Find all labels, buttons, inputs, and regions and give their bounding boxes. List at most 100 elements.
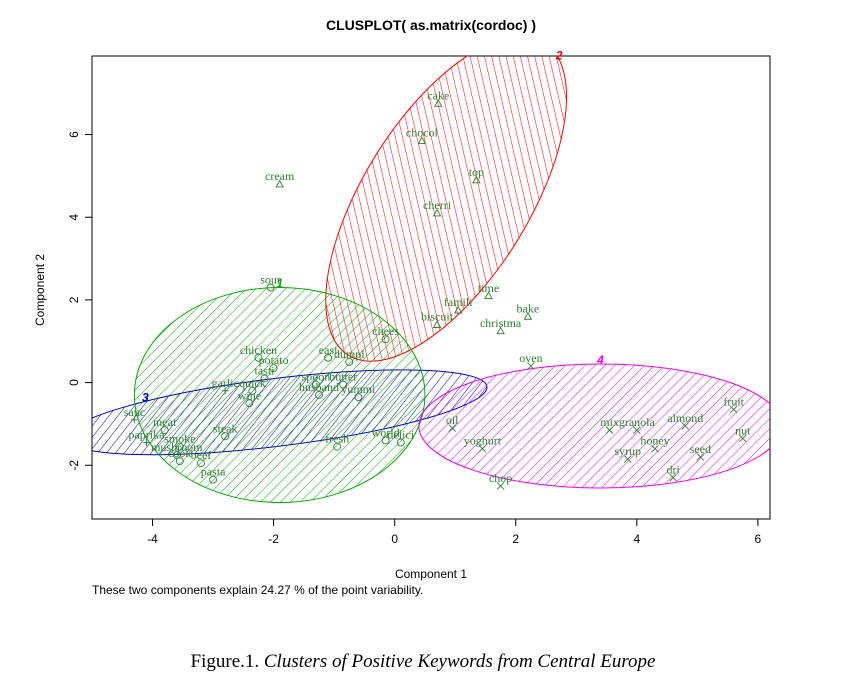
point-label-pasta: pasta (201, 465, 226, 479)
point-marker-world (381, 436, 390, 445)
point-marker-christma (496, 326, 505, 335)
point-marker-delici (396, 438, 405, 447)
point-label-paprika: paprika (128, 428, 165, 442)
y-tick-label: 6 (67, 131, 81, 138)
point-label-biscuit: biscuit (421, 310, 454, 324)
clusters-group (92, 56, 770, 503)
plot-area: -4 -2 0 2 4 6 -2 0 2 4 6 2 3 1 4 cake chocol cream top cher… (67, 49, 771, 546)
point-label-chop: chop (489, 471, 512, 485)
point-label-husband: husband (299, 380, 339, 394)
point-marker-paprika (142, 439, 150, 447)
point-marker-chees (381, 335, 390, 344)
point-marker-oven (527, 362, 535, 370)
point-label-honey: honey (640, 434, 669, 448)
point-marker-mushroom (172, 450, 181, 459)
point-marker-cook (175, 457, 184, 466)
y-tick-label: 4 (67, 214, 81, 221)
point-label-top: top (469, 165, 484, 179)
y-tick-label: -2 (67, 460, 81, 471)
x-tick-label: 2 (512, 532, 519, 546)
point-marker-sauc (130, 416, 138, 424)
point-marker-nut (738, 434, 747, 443)
point-label-cook: cook (168, 446, 191, 460)
point-label-christma: christma (480, 316, 522, 330)
x-tick-label: 6 (755, 532, 762, 546)
clusplot-figure: CLUSPLOT( as.matrix(cordoc) ) -4 -2 0 2 4 6 -2… (33, 17, 771, 581)
point-label-delici: delici (387, 428, 414, 442)
point-label-nut: nut (735, 423, 751, 437)
point-marker-top (472, 175, 481, 184)
caption-text: Clusters of Positive Keywords from Centr… (263, 651, 656, 672)
point-marker-tasti (260, 374, 269, 383)
point-label-oven: oven (519, 351, 542, 365)
x-tick-label: 0 (391, 532, 398, 546)
caption-prefix: Figure.1. (190, 651, 264, 672)
y-axis-label: Component 2 (33, 254, 47, 326)
point-label-spoon: spoon (302, 370, 331, 384)
point-marker-butter (339, 380, 348, 389)
point-label-steak: steak (213, 421, 238, 435)
point-label-fruit: fruit (723, 394, 744, 408)
cluster-label-1: 1 (276, 277, 283, 291)
point-marker-potato (269, 364, 278, 373)
point-marker-biscuit (432, 320, 442, 328)
figure-caption: Figure.1. Clusters of Positive Keywords … (0, 651, 846, 673)
point-label-potato: potato (259, 353, 289, 367)
point-marker-chop (496, 482, 505, 490)
point-label-easi: easi (319, 343, 338, 357)
point-label-chocol: chocol (406, 126, 439, 140)
point-marker-chocol (417, 136, 427, 144)
point-marker-time (484, 291, 493, 300)
point-label-mushroom: mushroom (151, 440, 203, 454)
cluster-label-3: 3 (142, 390, 149, 404)
point-marker-famili (453, 305, 463, 314)
point-marker-granola (633, 426, 641, 434)
cluster-ellipse-1 (133, 287, 426, 503)
point-marker-chicken (254, 353, 263, 362)
point-marker-spoon (312, 380, 320, 389)
point-marker-wine (245, 399, 254, 408)
point-marker-seed (696, 453, 705, 461)
point-label-mix: mix (600, 415, 619, 429)
variability-note: These two components explain 24.27 % of … (92, 583, 424, 597)
cluster-label-4: 4 (596, 353, 604, 367)
point-label-tasti: tasti (255, 363, 276, 377)
point-marker-beef (197, 459, 205, 468)
point-label-almond: almond (667, 411, 703, 425)
point-marker-oil (448, 424, 457, 432)
plot-frame (91, 55, 771, 520)
point-marker-almond (681, 422, 690, 430)
point-marker-yoghurt (478, 444, 487, 453)
point-label-time: time (478, 281, 499, 295)
point-marker-cake (433, 99, 443, 107)
point-label-syrup: syrup (614, 444, 641, 458)
point-label-seed: seed (690, 442, 711, 456)
point-label-chicken: chicken (240, 343, 277, 357)
point-marker-easi (324, 353, 333, 362)
cluster-ellipse-4 (418, 363, 770, 489)
point-label-meat: meat (153, 415, 177, 429)
point-marker-pasta (209, 475, 218, 484)
point-label-granola: granola (619, 415, 656, 429)
point-marker-steak (221, 432, 230, 441)
y-tick-label: 2 (67, 296, 81, 303)
point-label-oil: oil (446, 413, 459, 427)
cluster-label-2: 2 (555, 49, 563, 63)
point-marker-yummi (354, 393, 363, 401)
y-tick-label: 0 (67, 379, 81, 386)
chart-title: CLUSPLOT( as.matrix(cordoc) ) (326, 17, 536, 33)
point-label-yoghurt: yoghurt (464, 434, 502, 448)
point-marker-smoke (175, 442, 184, 451)
point-label-wine: wine (238, 388, 261, 402)
point-label-cream: cream (265, 169, 295, 183)
point-label-chees: chees (372, 324, 399, 338)
point-label-dri: dri (666, 463, 680, 477)
x-axis-label: Component 1 (395, 567, 467, 581)
point-marker-bake (523, 312, 533, 320)
point-label-cherri: cherri (423, 198, 452, 212)
point-marker-dumpl (345, 357, 354, 366)
point-marker-dri (669, 473, 677, 482)
point-label-butter: butter (329, 370, 357, 384)
point-label-bake: bake (517, 301, 540, 315)
point-label-smoke: smoke (164, 432, 195, 446)
